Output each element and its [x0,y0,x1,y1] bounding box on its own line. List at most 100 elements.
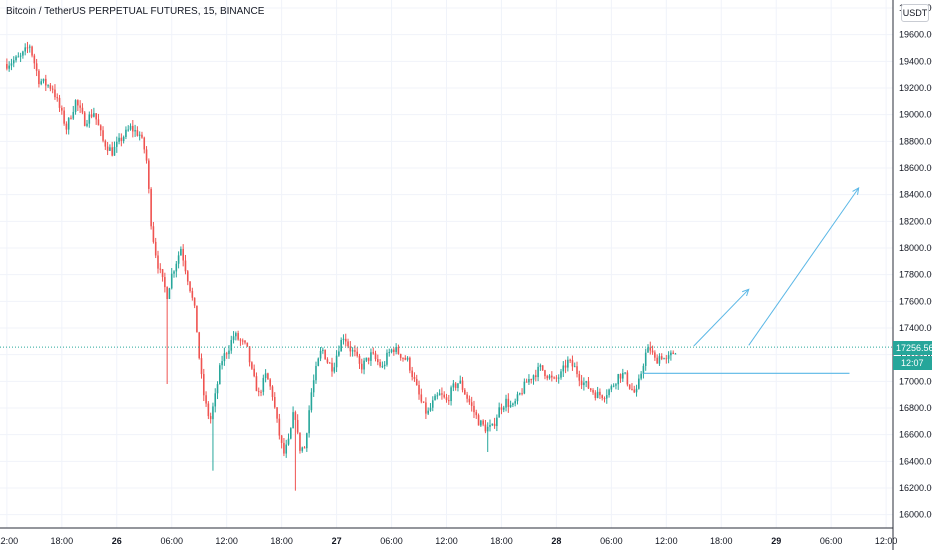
candle-body [51,88,54,90]
y-tick-label: 19200.00 [899,83,932,93]
candle-body [99,125,102,131]
candle-body [228,350,230,355]
candle-body [159,268,162,270]
candle-body [354,350,356,352]
candle-body [196,305,198,333]
candle-body [324,349,326,360]
candle-body [592,390,594,393]
candle-body [585,381,587,383]
candle-body [644,352,647,366]
candle-body [399,354,402,358]
y-tick-label: 18400.00 [899,190,932,200]
candle-body [175,263,178,272]
candle-body [496,417,498,427]
candle-body [143,137,146,150]
candle-body [67,117,70,130]
candle-body [665,358,668,360]
candle-body [221,361,223,366]
candle-body [276,407,278,419]
candle-body [257,391,260,393]
y-tick-label: 19000.00 [899,110,932,120]
candle-body [278,418,281,436]
candle-body [97,119,100,126]
candle-body [610,386,613,390]
currency-button[interactable]: USDT [901,4,929,22]
candle-body [308,410,310,434]
candle-body [422,401,425,403]
candle-body [628,384,631,389]
candle-body [251,362,253,369]
candle-body [262,377,265,392]
candle-body [219,365,221,385]
x-tick-label: 18:00 [270,536,293,546]
candle-body [351,350,354,352]
candle-body [418,385,420,395]
candle-body [109,147,111,151]
candle-body [514,401,516,404]
candle-body [168,288,171,299]
candle-body [489,424,491,427]
candle-body [452,383,455,388]
candle-body [484,424,487,432]
trend-arrow-line[interactable] [748,187,860,346]
candle-body [498,407,500,418]
candle-body [667,355,670,359]
candle-body [541,365,544,371]
candle-body [631,388,633,390]
candle-body [589,388,592,391]
drawings[interactable] [0,187,893,374]
candle-body [571,360,574,367]
candle-body [161,269,164,278]
candle-body [273,396,276,408]
candle-body [54,89,56,98]
candle-body [125,129,127,137]
candle-body [365,357,368,361]
candle-body [475,412,478,416]
candle-body [560,371,562,378]
candle-body [599,391,601,396]
candle-body [619,374,622,379]
candle-body [28,46,31,48]
candle-body [232,336,235,341]
candle-body [587,381,590,389]
candle-body [402,357,404,359]
candle-body [544,370,546,377]
x-tick-label: 18:00 [51,536,74,546]
y-tick-label: 16800.00 [899,403,932,413]
candle-body [411,370,413,377]
candle-body [86,123,88,126]
candle-body [312,380,315,393]
y-tick-label: 18600.00 [899,163,932,173]
candle-body [104,140,107,147]
candle-body [118,137,120,142]
candle-body [447,400,450,402]
candle-body [626,372,629,385]
y-tick-label: 16600.00 [899,430,932,440]
candle-body [386,352,388,365]
trend-arrow-head[interactable] [742,288,750,297]
trend-arrow-line[interactable] [693,288,750,347]
candle-body [255,376,258,392]
candle-body [429,407,432,411]
y-tick-label: 17800.00 [899,270,932,280]
candle-body [409,357,411,371]
candle-body [74,100,77,112]
candle-body [367,357,370,361]
candle-body [24,47,26,52]
candle-body [344,338,347,342]
trend-arrow-head[interactable] [852,187,860,195]
candles [6,41,677,491]
candle-body [427,410,429,414]
candle-body [436,395,439,397]
candle-body [214,393,217,407]
candle-body [111,147,113,156]
candle-body [141,134,143,138]
candle-body [601,395,604,399]
candle-body [315,365,317,381]
candle-body [507,398,510,407]
candle-body [576,366,578,375]
candle-body [239,339,242,341]
